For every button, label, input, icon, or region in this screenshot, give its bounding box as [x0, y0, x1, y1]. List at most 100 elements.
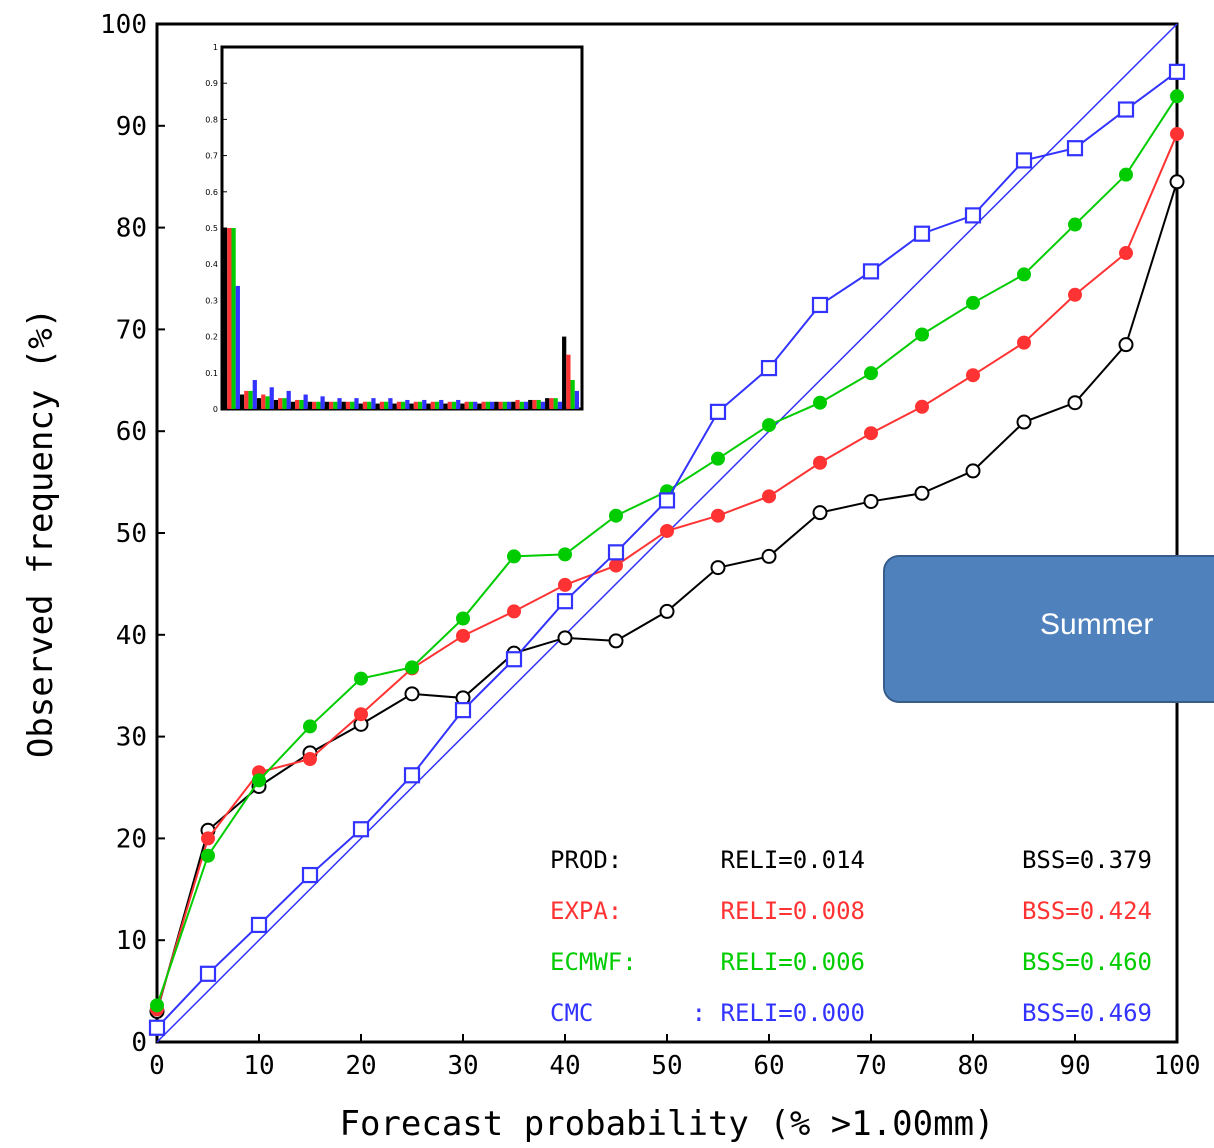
inset-bar-prod — [562, 336, 567, 409]
series-layer — [148, 63, 1186, 1036]
data-point-expa — [762, 489, 776, 504]
stat-name: PROD: — [550, 846, 622, 874]
data-point-expa — [1170, 126, 1184, 141]
inset-bar-expa — [498, 401, 503, 409]
inset-bar-prod — [307, 401, 312, 409]
data-point-ecmwf — [303, 719, 317, 734]
inset-bar-ecmwf — [248, 390, 253, 409]
inset-bar-prod — [324, 401, 329, 409]
data-point-ecmwf — [762, 418, 776, 433]
inset-bar-expa — [413, 401, 418, 409]
inset-bar-prod — [392, 403, 397, 409]
inset-bar-prod — [290, 401, 296, 409]
inset-bar-cmc — [235, 285, 240, 409]
inset-bar-ecmwf — [384, 401, 389, 409]
summer-callout-label: Summer — [1040, 608, 1154, 641]
data-point-cmc — [403, 767, 421, 784]
series-ecmwf — [150, 89, 1184, 1013]
data-point-cmc — [1015, 152, 1033, 169]
data-point-ecmwf — [1017, 267, 1031, 282]
inset-bar-ecmwf — [282, 398, 287, 409]
inset-bar-expa — [447, 401, 452, 409]
data-point-expa — [915, 399, 929, 414]
data-point-cmc — [1168, 63, 1186, 80]
inset-bar-cmc — [269, 387, 274, 409]
inset-bar-ecmwf — [231, 228, 236, 409]
inset-bar-ecmwf — [502, 401, 507, 409]
summer-callout-box — [883, 555, 1214, 703]
data-point-ecmwf — [864, 366, 878, 381]
inset-bar-ecmwf — [401, 401, 406, 409]
inset-bar-prod — [511, 401, 516, 409]
stat-reli: RELI=0.006 — [721, 948, 866, 976]
data-point-cmc — [250, 916, 268, 934]
axis-ticks — [156, 23, 1178, 1043]
data-point-ecmwf — [507, 549, 521, 564]
data-point-cmc — [1066, 140, 1084, 157]
inset-bar-prod — [494, 401, 499, 409]
y-tick-label: 100 — [100, 10, 147, 40]
inset-bar-cmc — [439, 399, 444, 409]
inset-bar-ecmwf — [519, 401, 524, 409]
inset-bar-ecmwf — [367, 401, 372, 409]
data-point-prod — [659, 603, 675, 619]
inset-tick-label: 0 — [213, 405, 218, 414]
y-tick-label: 20 — [116, 824, 147, 854]
inset-bar-cmc — [506, 401, 512, 409]
inset-bar-cmc — [422, 399, 427, 409]
data-point-cmc — [913, 225, 931, 242]
data-point-ecmwf — [1068, 217, 1082, 232]
inset-histogram: 0 0.1 0.2 0.3 0.4 0.5 0.6 0.7 0.8 0.9 1 — [205, 43, 584, 414]
stat-name: EXPA: — [550, 897, 622, 925]
y-tick-label: 40 — [116, 621, 147, 651]
data-point-ecmwf — [354, 671, 368, 686]
x-tick-label: 50 — [651, 1051, 682, 1081]
data-point-cmc — [556, 593, 574, 610]
x-tick-label: 60 — [753, 1051, 784, 1081]
data-point-ecmwf — [813, 395, 827, 410]
y-tick-labels: 0 10 20 30 40 50 60 70 80 90 100 — [100, 10, 147, 1058]
stat-name: CMC — [550, 999, 593, 1027]
inset-bar-expa — [566, 354, 571, 409]
data-point-prod — [557, 630, 573, 646]
inset-bar-expa — [261, 394, 266, 409]
inset-bar-expa — [244, 390, 249, 409]
inset-bar-cmc — [337, 398, 342, 409]
inset-bar-expa — [312, 401, 317, 409]
inset-bar-cmc — [456, 399, 461, 409]
data-point-cmc — [301, 866, 319, 884]
inset-bar-prod — [239, 394, 245, 409]
inset-bar-prod — [358, 403, 363, 409]
data-point-cmc — [760, 359, 778, 377]
inset-tick-label: 0.3 — [205, 296, 218, 305]
inset-bar-ecmwf — [553, 398, 558, 409]
inset-bar-cmc — [523, 401, 529, 409]
x-tick-label: 100 — [1154, 1051, 1201, 1081]
stat-reli: RELI=0.008 — [721, 897, 866, 925]
inset-bar-cmc — [473, 401, 478, 409]
x-tick-label: 40 — [549, 1051, 580, 1081]
inset-tick-label: 1 — [213, 43, 218, 52]
stat-name: ECMWF: — [550, 948, 637, 976]
inset-bar-cmc — [320, 396, 325, 409]
stats-legend: PROD: RELI=0.014 BSS=0.379 EXPA: RELI=0.008 B… — [550, 846, 1152, 1027]
data-point-cmc — [811, 296, 829, 314]
data-point-prod — [710, 560, 726, 576]
data-point-ecmwf — [456, 611, 470, 626]
inset-bar-ecmwf — [570, 380, 575, 409]
data-point-expa — [201, 831, 215, 846]
inset-bar-expa — [345, 401, 351, 409]
inset-bar-expa — [481, 401, 486, 409]
inset-bar-cmc — [354, 398, 359, 409]
data-point-ecmwf — [915, 327, 929, 342]
data-point-cmc — [1117, 101, 1135, 118]
data-point-cmc — [709, 403, 727, 420]
data-point-expa — [813, 455, 827, 470]
inset-tick-label: 0.8 — [205, 115, 218, 124]
data-point-cmc — [505, 651, 523, 668]
y-tick-label: 80 — [116, 214, 147, 244]
inset-bar-expa — [532, 399, 537, 409]
inset-bar-expa — [549, 398, 554, 409]
inset-bar-ecmwf — [333, 401, 338, 409]
